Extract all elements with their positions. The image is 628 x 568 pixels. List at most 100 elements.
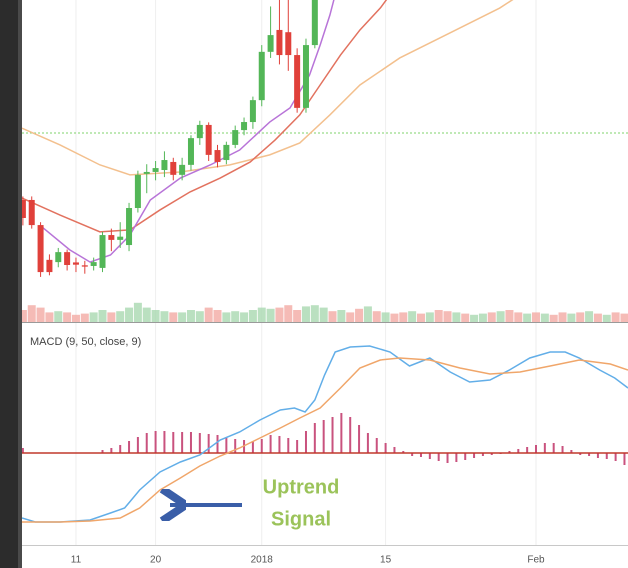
histogram-bar <box>508 451 511 453</box>
histogram-bar <box>375 438 378 453</box>
volume-bar <box>319 307 328 322</box>
side-frame-edge <box>18 0 22 568</box>
candle-body <box>152 168 159 172</box>
volume-bar <box>45 312 54 322</box>
candle-body <box>196 124 203 139</box>
histogram-bar <box>561 446 564 453</box>
volume-bar <box>381 312 390 322</box>
volume-bar <box>89 312 98 322</box>
candle-body <box>72 262 79 265</box>
candle-body <box>258 51 265 101</box>
histogram-bar <box>366 433 369 453</box>
volume-bar <box>602 314 611 322</box>
candle-body <box>37 225 44 273</box>
line <box>39 0 335 263</box>
histogram-bar <box>614 453 617 461</box>
histogram-bar <box>490 453 493 455</box>
histogram-bar <box>287 438 290 453</box>
histogram-bar <box>455 453 458 462</box>
histogram-bar <box>189 432 192 453</box>
volume-bar <box>116 311 125 322</box>
candle-body <box>117 236 124 240</box>
line <box>22 345 628 523</box>
volume-bar <box>54 311 63 322</box>
volume-bar <box>301 306 310 322</box>
histogram-bar <box>313 423 316 453</box>
volume-bar <box>558 312 567 322</box>
candle-body <box>64 252 71 266</box>
volume-bar <box>248 310 257 322</box>
candle-body <box>179 164 186 175</box>
histogram-bar <box>172 432 175 453</box>
volume-bar <box>399 312 408 322</box>
candle-body <box>294 55 301 108</box>
histogram-bar <box>269 435 272 453</box>
volume-bar <box>531 312 540 322</box>
x-tick-label: 2018 <box>251 555 274 566</box>
volume-bar <box>204 307 213 322</box>
volume-bar <box>478 313 487 322</box>
histogram-bar <box>393 447 396 453</box>
volume-bar <box>63 312 72 322</box>
volume-bar <box>22 310 27 322</box>
line <box>22 0 514 176</box>
histogram-bar <box>207 434 210 453</box>
candle-body <box>28 199 35 226</box>
histogram-bar <box>101 450 104 453</box>
volume-bar <box>567 313 576 322</box>
volume-bar <box>266 308 275 322</box>
histogram-bar <box>402 451 405 453</box>
volume-bar <box>461 313 470 322</box>
candle-body <box>187 138 194 165</box>
volume-bar <box>240 312 249 322</box>
volume-bar <box>620 313 628 322</box>
histogram-bar <box>384 443 387 453</box>
histogram-bar <box>128 441 131 453</box>
volume-bar <box>540 313 549 322</box>
line <box>22 0 388 233</box>
candle-body <box>302 45 309 108</box>
candle-body <box>311 0 318 46</box>
volume-bar <box>169 312 178 322</box>
histogram-bar <box>154 431 157 453</box>
x-tick-label: Feb <box>527 555 545 566</box>
volume-bar <box>425 312 434 322</box>
volume-bar <box>160 311 169 322</box>
histogram-bar <box>225 437 228 453</box>
candle-body <box>223 144 230 161</box>
volume-bar <box>452 312 461 322</box>
volume-bar <box>213 310 222 322</box>
volume-bar <box>514 312 523 322</box>
histogram-bar <box>543 443 546 453</box>
side-frame <box>0 0 22 568</box>
candle-body <box>161 160 168 171</box>
volume-bar <box>107 312 116 322</box>
volume-bar <box>443 311 452 322</box>
histogram-bar <box>473 453 476 458</box>
histogram-bar <box>534 445 537 453</box>
candle-body <box>214 150 221 162</box>
histogram-bar <box>481 453 484 456</box>
histogram-bar <box>464 453 467 460</box>
histogram-bar <box>340 413 343 453</box>
volume-bar <box>284 305 293 322</box>
histogram-bar <box>623 453 626 465</box>
volume-bar <box>408 311 417 322</box>
histogram-bar <box>198 433 201 453</box>
histogram-bar <box>349 417 352 453</box>
volume-bar <box>470 314 479 322</box>
histogram-bar <box>437 453 440 461</box>
volume-bar <box>178 312 187 322</box>
histogram-bar <box>119 445 122 453</box>
macd-pane <box>22 345 628 523</box>
candle-body <box>232 130 239 145</box>
histogram-bar <box>110 448 113 453</box>
histogram-bar <box>605 453 608 459</box>
histogram-bar <box>588 453 591 456</box>
x-tick-label: 15 <box>380 555 392 566</box>
volume-bar <box>133 302 142 322</box>
x-tick-label: 11 <box>71 555 82 566</box>
histogram-bar <box>145 433 148 453</box>
histogram-bar <box>570 450 573 453</box>
